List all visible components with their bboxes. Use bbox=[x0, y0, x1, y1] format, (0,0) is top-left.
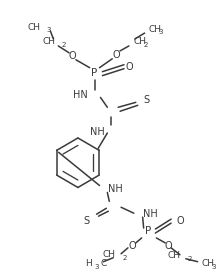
Text: 2: 2 bbox=[188, 256, 192, 262]
Text: NH: NH bbox=[108, 184, 123, 194]
Text: S: S bbox=[144, 95, 150, 105]
Text: CH: CH bbox=[201, 259, 215, 268]
Text: 2: 2 bbox=[61, 42, 66, 48]
Text: P: P bbox=[145, 226, 152, 236]
Text: O: O bbox=[128, 241, 136, 251]
Text: 3: 3 bbox=[94, 264, 99, 270]
Text: 3: 3 bbox=[46, 27, 51, 33]
Text: S: S bbox=[84, 216, 90, 226]
Text: O: O bbox=[112, 50, 120, 60]
Text: O: O bbox=[68, 51, 76, 61]
Text: CH: CH bbox=[28, 23, 41, 32]
Text: H: H bbox=[85, 259, 92, 268]
Text: CH: CH bbox=[102, 250, 115, 259]
Text: CH: CH bbox=[134, 38, 147, 47]
Text: NH: NH bbox=[143, 209, 157, 219]
Text: C: C bbox=[101, 259, 107, 268]
Text: 3: 3 bbox=[158, 29, 163, 35]
Text: O: O bbox=[177, 216, 185, 226]
Text: P: P bbox=[92, 68, 98, 78]
Text: CH: CH bbox=[168, 251, 181, 260]
Text: CH: CH bbox=[42, 38, 55, 47]
Text: HN: HN bbox=[73, 90, 88, 100]
Text: O: O bbox=[164, 241, 172, 251]
Text: 2: 2 bbox=[144, 42, 148, 48]
Text: 3: 3 bbox=[211, 264, 216, 270]
Text: 2: 2 bbox=[122, 255, 126, 261]
Text: O: O bbox=[125, 62, 133, 72]
Text: CH: CH bbox=[148, 24, 162, 34]
Text: NH: NH bbox=[90, 127, 104, 137]
